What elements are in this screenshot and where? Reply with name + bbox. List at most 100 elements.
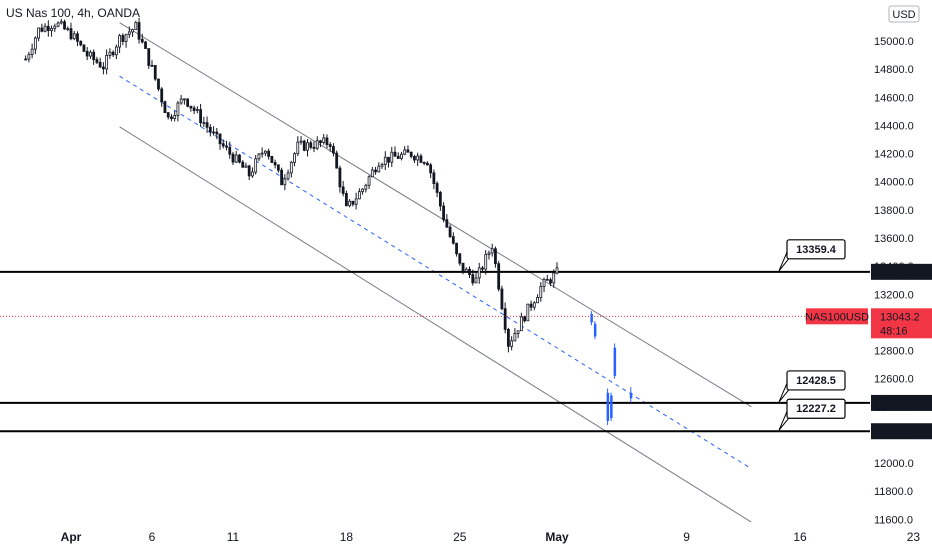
candle bbox=[234, 150, 238, 164]
level-price-label: 13359.4 bbox=[874, 267, 914, 279]
channel-upper-line[interactable] bbox=[119, 22, 752, 408]
candle-body bbox=[357, 191, 361, 200]
candle bbox=[332, 143, 335, 157]
projection-body bbox=[590, 313, 593, 323]
candle bbox=[289, 160, 293, 178]
candle-body bbox=[202, 122, 206, 125]
candle bbox=[208, 124, 212, 137]
candle-body bbox=[69, 28, 73, 40]
candle-body bbox=[425, 162, 429, 166]
candle bbox=[199, 103, 203, 127]
candle-body bbox=[276, 164, 280, 171]
candle-body bbox=[173, 115, 177, 119]
candle-body bbox=[555, 267, 559, 274]
channel-lower-line[interactable] bbox=[119, 126, 752, 523]
candle-body bbox=[221, 143, 225, 147]
candle-body bbox=[85, 51, 89, 57]
candle bbox=[157, 78, 160, 92]
candle-body bbox=[351, 200, 355, 205]
candle bbox=[374, 166, 377, 175]
candle-body bbox=[393, 151, 397, 157]
y-tick-label: 12800.0 bbox=[874, 346, 914, 358]
candle-body bbox=[144, 41, 147, 49]
candle bbox=[195, 106, 199, 114]
candle bbox=[166, 112, 170, 120]
x-tick-label: 23 bbox=[907, 530, 921, 544]
candle-body bbox=[199, 109, 203, 124]
candle bbox=[37, 27, 40, 42]
candle-body bbox=[325, 137, 329, 145]
candle bbox=[108, 48, 112, 59]
callout-label: 13359.4 bbox=[796, 244, 837, 256]
projection-body bbox=[629, 392, 633, 399]
candle bbox=[221, 139, 225, 149]
candle bbox=[66, 26, 70, 32]
symbol-tag-label: NAS100USD bbox=[805, 311, 869, 323]
currency-button[interactable]: USD bbox=[888, 5, 920, 23]
level-price-tag bbox=[871, 263, 932, 280]
candle-body bbox=[150, 65, 154, 67]
candle bbox=[59, 18, 63, 25]
candle bbox=[46, 20, 50, 37]
candle bbox=[69, 22, 73, 41]
projection-body bbox=[606, 392, 610, 421]
candle bbox=[500, 285, 504, 311]
candle bbox=[552, 269, 556, 288]
candle bbox=[348, 199, 352, 208]
level-callout[interactable]: 12428.5 bbox=[778, 370, 846, 403]
candle-body bbox=[461, 262, 465, 272]
candle-body bbox=[79, 40, 83, 46]
candle bbox=[140, 33, 144, 44]
candle-body bbox=[33, 37, 37, 50]
candle-body bbox=[419, 155, 423, 163]
candle-body bbox=[400, 153, 403, 159]
candle bbox=[409, 151, 413, 159]
projection-body bbox=[593, 323, 597, 337]
candle-body bbox=[166, 112, 170, 118]
projection-candle bbox=[629, 387, 633, 403]
candle-body bbox=[477, 267, 481, 279]
candle-body bbox=[82, 44, 86, 52]
candle-body bbox=[312, 146, 316, 149]
candle bbox=[484, 250, 488, 275]
candle-body bbox=[192, 107, 196, 112]
candle bbox=[351, 200, 355, 207]
candle-body bbox=[46, 25, 50, 31]
y-tick-label: 14000.0 bbox=[874, 177, 914, 189]
candle bbox=[153, 65, 157, 81]
candle bbox=[413, 154, 416, 164]
candle-body bbox=[513, 333, 517, 342]
candles bbox=[24, 17, 559, 353]
projection-candles[interactable] bbox=[590, 311, 633, 426]
time-axis[interactable]: Apr 6 11 18 25 May 9 16 23 bbox=[0, 522, 920, 550]
x-tick-label: 16 bbox=[793, 530, 807, 544]
level-callout[interactable]: 13359.4 bbox=[778, 239, 846, 272]
candle-body bbox=[114, 46, 118, 56]
time-axis-background bbox=[0, 522, 870, 550]
candle bbox=[471, 269, 475, 286]
candle-body bbox=[260, 152, 264, 155]
candle-body bbox=[27, 54, 31, 60]
candle bbox=[186, 98, 190, 108]
candle bbox=[361, 188, 365, 195]
level-callout[interactable]: 12227.2 bbox=[778, 398, 846, 431]
candle-body bbox=[137, 22, 141, 40]
candle-body bbox=[147, 48, 151, 66]
candle-body bbox=[322, 137, 326, 144]
price-axis[interactable]: 15000.0 14800.0 14600.0 14400.0 14200.0 14000… bbox=[870, 0, 932, 550]
projection-candle bbox=[590, 311, 593, 326]
candle-body bbox=[510, 340, 514, 347]
candle-body bbox=[370, 169, 374, 178]
candle-body bbox=[289, 161, 293, 174]
callout-box bbox=[786, 370, 846, 391]
candle bbox=[147, 48, 151, 69]
candle-body bbox=[293, 153, 296, 163]
horizontal-levels[interactable]: NAS100USD bbox=[0, 270, 870, 433]
candle-body bbox=[98, 61, 102, 68]
level-callouts[interactable]: 13359.4 12428.5 12227.2 bbox=[778, 239, 846, 431]
candle bbox=[244, 162, 248, 168]
candle bbox=[24, 55, 28, 61]
candle-body bbox=[53, 25, 57, 29]
candle-body bbox=[43, 25, 47, 32]
